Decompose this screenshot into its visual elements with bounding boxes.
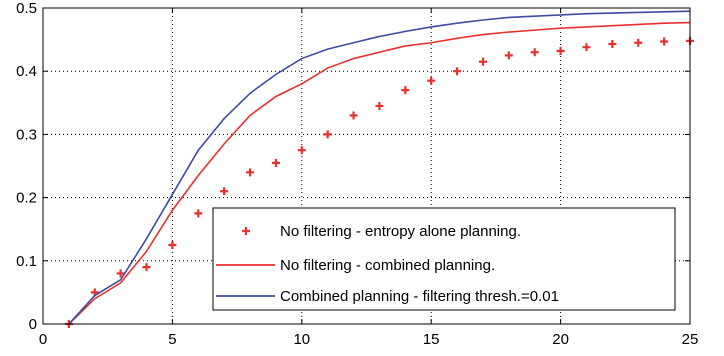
legend-box	[212, 207, 676, 311]
x-tick-label: 10	[293, 331, 310, 348]
series-line-2	[68, 10, 691, 325]
series-marker-0	[427, 76, 436, 85]
legend-label-2: Combined planning - filtering thresh.=0.…	[280, 288, 559, 305]
series-marker-0	[582, 43, 591, 52]
y-tick-label: 0.1	[16, 253, 37, 270]
legend-label-1: No filtering - combined planning.	[280, 257, 495, 274]
legend-label-0: No filtering - entropy alone planning.	[280, 223, 521, 240]
series-marker-0	[271, 158, 280, 167]
series-marker-0	[246, 168, 255, 177]
series-marker-0	[660, 37, 669, 46]
series-marker-0	[116, 269, 125, 278]
series-marker-0	[608, 40, 617, 49]
x-tick-label: 15	[423, 331, 440, 348]
series-marker-0	[375, 101, 384, 110]
series-marker-0	[194, 209, 203, 218]
series-marker-0	[504, 51, 513, 60]
x-tick-label: 5	[168, 331, 176, 348]
x-tick-label: 0	[39, 331, 47, 348]
series-marker-0	[297, 146, 306, 155]
series-marker-0	[323, 130, 332, 139]
series-marker-0	[453, 67, 462, 76]
x-tick-label: 25	[682, 331, 699, 348]
series-marker-0	[530, 48, 539, 57]
x-tick-label: 20	[552, 331, 569, 348]
series-marker-0	[478, 57, 487, 66]
grid-lines	[43, 8, 690, 324]
series-marker-0	[401, 86, 410, 95]
y-tick-label: 0.4	[16, 63, 37, 80]
series-line-1	[68, 21, 691, 325]
legend-swatch-0	[242, 227, 250, 235]
y-tick-label: 0.2	[16, 190, 37, 207]
legend: No filtering - entropy alone planning. No…	[212, 207, 676, 311]
series-layer	[64, 10, 694, 328]
tick-labels: 0 5 10 15 20 25 0 0.1 0.2 0.3 0.4 0.5	[16, 0, 698, 348]
axes-box	[42, 7, 691, 325]
series-marker-0	[634, 38, 643, 47]
y-tick-label: 0.3	[16, 126, 37, 143]
y-tick-label: 0	[29, 316, 37, 333]
series-marker-0	[142, 263, 151, 272]
series-marker-0	[556, 46, 565, 55]
series-marker-0	[220, 187, 229, 196]
series-marker-0	[349, 111, 358, 120]
y-tick-label: 0.5	[16, 0, 37, 17]
series-marker-0	[168, 241, 177, 249]
